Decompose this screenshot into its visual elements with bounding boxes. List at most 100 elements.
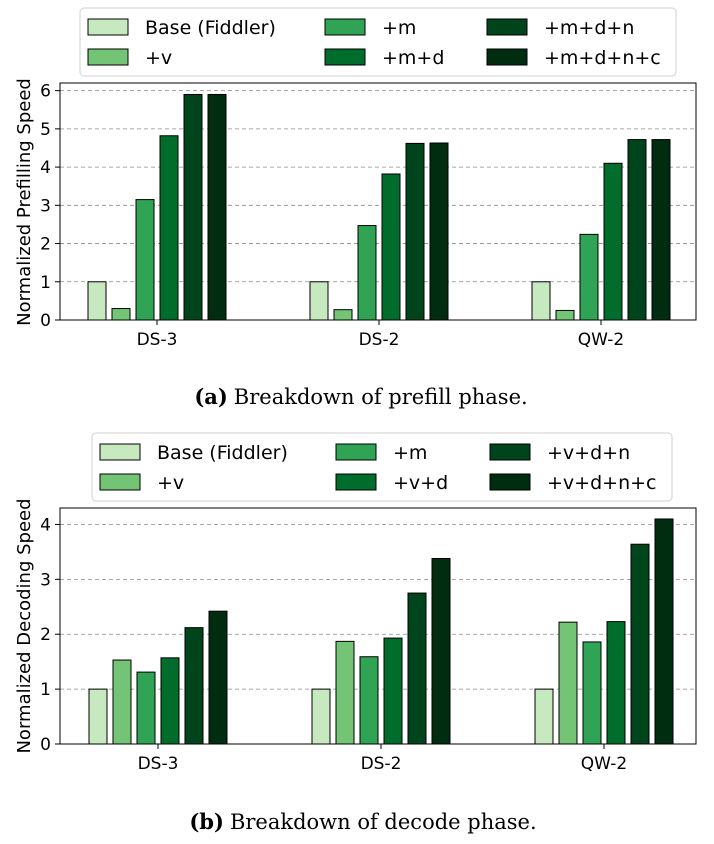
- bar-qw-2-v-d-n-c: [654, 518, 674, 745]
- plot-frame: [59, 507, 697, 745]
- legend-label: +m+d+n+c: [544, 47, 661, 69]
- legend-swatch: [486, 18, 528, 36]
- y-tick-label: 0: [40, 311, 51, 331]
- x-tick-label: DS-2: [361, 754, 402, 774]
- legend-swatch: [486, 48, 528, 66]
- chart-prefill: 0 1 2 3 4 5 6 DS-3 DS-2 QW-2 Normalized Prefilli…: [14, 7, 697, 409]
- legend-swatch: [99, 443, 141, 461]
- legend-label: +v+d: [393, 472, 448, 494]
- bar-group: [88, 518, 674, 745]
- y-tick-label: 1: [40, 273, 51, 293]
- legend-label: Base (Fiddler): [157, 442, 288, 464]
- bar-ds-2-v-d: [383, 637, 403, 745]
- bar-qw-2-v-d-n: [630, 543, 650, 745]
- bar-ds-2-m: [359, 656, 379, 745]
- y-tick-label: 5: [40, 120, 51, 140]
- bar-ds-2-m-d-n-c: [429, 142, 449, 321]
- bar-ds-3-m: [135, 199, 155, 321]
- legend-label: +v+d+n+c: [547, 472, 656, 494]
- legend-swatch: [335, 443, 377, 461]
- legend-label: Base (Fiddler): [145, 17, 276, 39]
- legend-label: +m+d: [382, 47, 444, 69]
- bar-ds-3-base-fiddler: [88, 688, 108, 745]
- y-tick-label: 4: [40, 515, 51, 535]
- legend: Base (Fiddler) +v +m +m+d +m+d+n +m+d+n+c: [79, 7, 677, 77]
- y-tick-label: 2: [40, 235, 51, 255]
- x-tick-label: QW-2: [581, 754, 627, 774]
- x-tick-label: QW-2: [578, 330, 624, 350]
- bar-ds-3-v-d: [160, 657, 180, 745]
- x-tick-label: DS-2: [359, 330, 400, 350]
- y-axis-label: Normalized Decoding Speed: [14, 498, 35, 753]
- legend-swatch: [87, 48, 129, 66]
- y-tick-label: 3: [40, 570, 51, 590]
- bar-qw-2-v-d: [606, 621, 626, 745]
- legend-swatch: [324, 18, 366, 36]
- bar-ds-2-base-fiddler: [311, 688, 331, 745]
- y-tick-label: 6: [40, 82, 51, 102]
- bar-ds-2-v-d-n-c: [431, 557, 451, 745]
- gridlines: [60, 90, 696, 283]
- legend-swatch: [324, 48, 366, 66]
- caption-label: (a): [194, 384, 227, 409]
- bar-ds-2-v: [333, 309, 353, 321]
- bar-ds-3-m-d: [159, 135, 179, 321]
- bar-qw-2-m: [582, 641, 602, 745]
- bar-qw-2-base-fiddler: [534, 688, 554, 745]
- bar-group: [87, 93, 671, 321]
- bar-qw-2-m: [579, 233, 599, 321]
- bar-ds-3-m-d-n: [183, 93, 203, 321]
- bar-ds-2-v: [335, 640, 355, 745]
- x-axis: DS-3 DS-2 QW-2: [137, 320, 624, 350]
- y-tick-label: 2: [40, 625, 51, 645]
- legend-swatch: [489, 443, 531, 461]
- chart-decode: 0 1 2 3 4 DS-3 DS-2 QW-2 Normalized Decoding S…: [14, 432, 697, 834]
- legend-label: +m+d+n: [544, 17, 634, 39]
- legend-label: +m: [393, 442, 427, 464]
- y-tick-label: 1: [40, 680, 51, 700]
- legend-swatch: [489, 473, 531, 491]
- x-axis: DS-3 DS-2 QW-2: [138, 744, 627, 774]
- bar-qw-2-base-fiddler: [531, 281, 551, 321]
- legend-label: +v+d+n: [547, 442, 630, 464]
- caption-label: (b): [189, 809, 224, 834]
- bar-ds-3-v-d-n-c: [208, 610, 228, 745]
- plot-frame: [59, 82, 697, 321]
- bar-ds-3-v-d-n: [184, 627, 204, 745]
- bar-ds-2-m: [357, 225, 377, 321]
- legend-swatch: [335, 473, 377, 491]
- y-axis-label: Normalized Prefilling Speed: [14, 78, 35, 326]
- x-tick-label: DS-3: [138, 754, 179, 774]
- y-tick-label: 0: [40, 735, 51, 755]
- bar-ds-2-base-fiddler: [309, 281, 329, 321]
- bar-ds-3-v: [111, 308, 131, 321]
- bar-ds-3-m-d-n-c: [207, 93, 227, 321]
- y-tick-label: 4: [40, 158, 51, 178]
- bar-ds-2-m-d: [381, 173, 401, 321]
- caption-text: Breakdown of decode phase.: [230, 810, 537, 834]
- legend-swatch: [87, 18, 129, 36]
- bar-qw-2-v: [555, 309, 575, 321]
- y-axis: 0 1 2 3 4 5 6: [40, 82, 60, 331]
- bar-ds-2-v-d-n: [407, 592, 427, 745]
- caption-text: Breakdown of prefill phase.: [234, 385, 528, 409]
- bar-qw-2-m-d: [603, 162, 623, 321]
- bar-ds-2-m-d-n: [405, 142, 425, 321]
- caption: (b) Breakdown of decode phase.: [189, 809, 536, 834]
- legend: Base (Fiddler) +v +m +v+d +v+d+n +v+d+n+c: [91, 432, 673, 502]
- legend-label: +v: [157, 472, 184, 494]
- bar-qw-2-m-d-n-c: [651, 139, 671, 321]
- y-tick-label: 3: [40, 196, 51, 216]
- legend-swatch: [99, 473, 141, 491]
- bar-qw-2-v: [558, 621, 578, 745]
- legend-label: +m: [382, 17, 416, 39]
- caption: (a) Breakdown of prefill phase.: [194, 384, 527, 409]
- bar-ds-3-v: [112, 659, 132, 745]
- x-tick-label: DS-3: [137, 330, 178, 350]
- legend-label: +v: [145, 47, 172, 69]
- bar-ds-3-base-fiddler: [87, 281, 107, 321]
- y-axis: 0 1 2 3 4: [40, 515, 60, 755]
- bar-ds-3-m: [136, 671, 156, 745]
- bar-qw-2-m-d-n: [627, 139, 647, 321]
